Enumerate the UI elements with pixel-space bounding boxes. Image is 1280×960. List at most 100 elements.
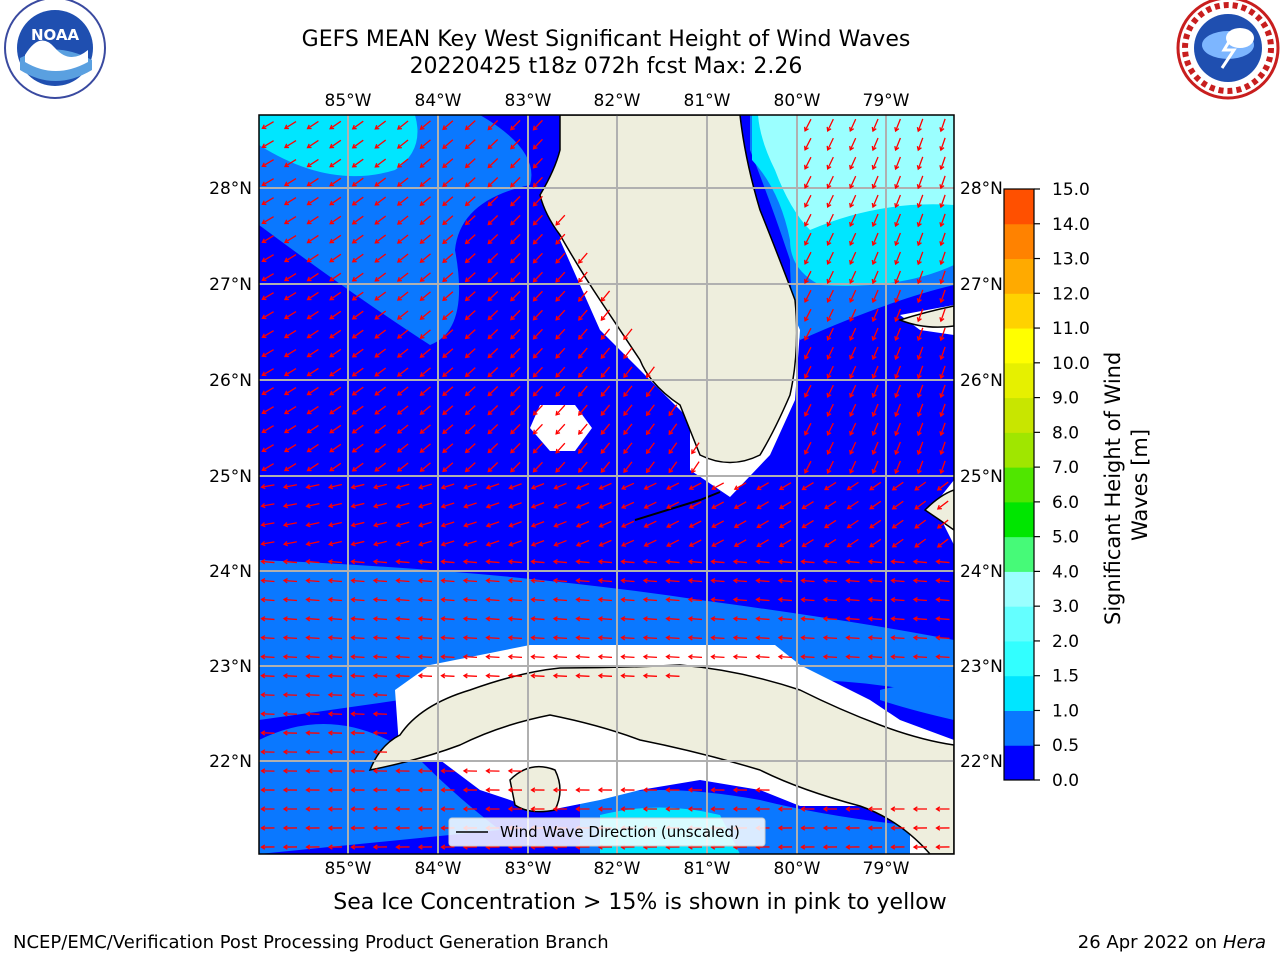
wave-arrow-head — [577, 277, 583, 283]
wave-arrow — [779, 539, 792, 547]
wave-arrow — [533, 309, 543, 321]
wave-arrow — [510, 366, 521, 378]
wave-arrow-head — [350, 559, 356, 565]
colorbar-tick-label: 6.0 — [1052, 493, 1079, 513]
wave-arrow-head — [396, 163, 402, 168]
wave-arrow-head — [510, 296, 515, 302]
wave-arrow — [374, 158, 387, 168]
wave-arrow — [623, 328, 633, 340]
wave-arrow — [329, 443, 342, 453]
lat-label-right: 26°N — [960, 371, 1003, 391]
wave-arrow — [578, 328, 588, 340]
wave-arrow-head — [442, 163, 448, 169]
wave-arrow — [374, 234, 387, 244]
wave-arrow-head — [532, 296, 538, 302]
wave-arrow-head — [261, 371, 267, 377]
wave-arrow-head — [396, 296, 402, 301]
wave-arrow — [352, 310, 364, 320]
wave-arrow-head — [871, 202, 877, 209]
wave-arrow-head — [261, 200, 267, 206]
wave-arrow-head — [305, 806, 311, 812]
wave-arrow — [801, 656, 815, 658]
wave-arrow — [352, 329, 364, 339]
wave-arrow-head — [553, 503, 559, 509]
wave-arrow-head — [846, 523, 852, 529]
wave-arrow-head — [417, 616, 423, 622]
wave-arrow-head — [464, 220, 470, 226]
wave-arrow — [306, 579, 320, 583]
wave-arrow — [868, 636, 883, 640]
wave-arrow-head — [374, 219, 380, 225]
wave-arrow-head — [372, 749, 378, 755]
wave-arrow — [508, 560, 523, 564]
wave-arrow-head — [374, 314, 380, 320]
wave-arrow-head — [372, 597, 378, 603]
nws-logo — [1176, 0, 1280, 100]
wave-arrow — [533, 119, 543, 131]
wave-arrow — [621, 482, 635, 490]
wave-arrow-head — [826, 221, 832, 227]
wave-arrow-head — [261, 466, 267, 472]
wave-arrow — [487, 158, 499, 168]
wave-arrow-head — [777, 635, 783, 641]
colorbar-swatch — [1004, 501, 1034, 538]
wave-arrow-head — [600, 372, 606, 378]
wave-arrow — [598, 579, 613, 583]
wave-arrow — [598, 675, 613, 677]
wave-arrow — [576, 520, 590, 528]
wave-arrow — [352, 386, 364, 396]
wave-arrow — [553, 617, 568, 621]
wave-arrow-head — [939, 355, 945, 361]
wave-arrow-head — [260, 768, 266, 774]
wave-arrow-head — [849, 373, 855, 380]
wave-arrow-head — [800, 844, 806, 850]
wave-arrow-head — [464, 448, 470, 454]
wave-arrow — [261, 560, 275, 564]
wave-arrow-head — [777, 825, 783, 831]
wave-arrow-head — [532, 239, 538, 245]
wave-arrow-head — [916, 336, 922, 342]
wave-arrow — [465, 291, 476, 301]
wave-arrow — [872, 460, 879, 474]
wave-arrow — [397, 120, 409, 130]
wave-arrow-head — [306, 257, 312, 263]
wave-arrow-head — [374, 352, 380, 358]
wave-arrow — [465, 196, 476, 206]
wave-arrow — [940, 308, 946, 322]
wave-arrow-head — [826, 373, 832, 379]
wave-arrow-head — [396, 182, 402, 187]
wave-arrow-head — [487, 258, 493, 264]
wave-arrow-head — [668, 430, 674, 436]
wave-arrow-head — [485, 635, 491, 641]
wave-arrow-head — [939, 127, 945, 133]
colorbar-tick-label: 13.0 — [1052, 250, 1090, 270]
wave-arrow — [940, 346, 946, 360]
wave-arrow-head — [329, 352, 335, 358]
wave-arrow-head — [597, 578, 603, 584]
wave-arrow — [465, 424, 476, 434]
wave-arrow-head — [487, 201, 493, 207]
wave-arrow-head — [532, 410, 538, 416]
wave-arrow-head — [327, 559, 333, 565]
wave-arrow — [533, 138, 543, 150]
wave-arrow-head — [890, 578, 896, 584]
wave-arrow — [262, 216, 274, 224]
wave-arrow — [824, 500, 837, 510]
wave-arrow — [420, 443, 431, 453]
wave-arrow-head — [487, 277, 493, 283]
wave-arrow — [442, 329, 454, 339]
colorbar-tick-label: 3.0 — [1052, 597, 1079, 617]
wave-arrow-head — [645, 373, 651, 379]
wave-arrow-head — [710, 578, 716, 584]
wave-arrow — [849, 346, 857, 360]
wave-arrow — [262, 140, 274, 148]
wave-arrow-head — [510, 353, 515, 359]
wave-arrow — [733, 617, 748, 621]
wave-arrow-head — [688, 542, 694, 547]
wave-arrow-head — [555, 239, 561, 245]
wave-arrow — [666, 617, 680, 621]
wave-arrow-head — [826, 411, 832, 417]
wave-arrow — [373, 560, 388, 564]
wave-arrow — [261, 617, 275, 621]
wave-arrow — [262, 292, 274, 300]
